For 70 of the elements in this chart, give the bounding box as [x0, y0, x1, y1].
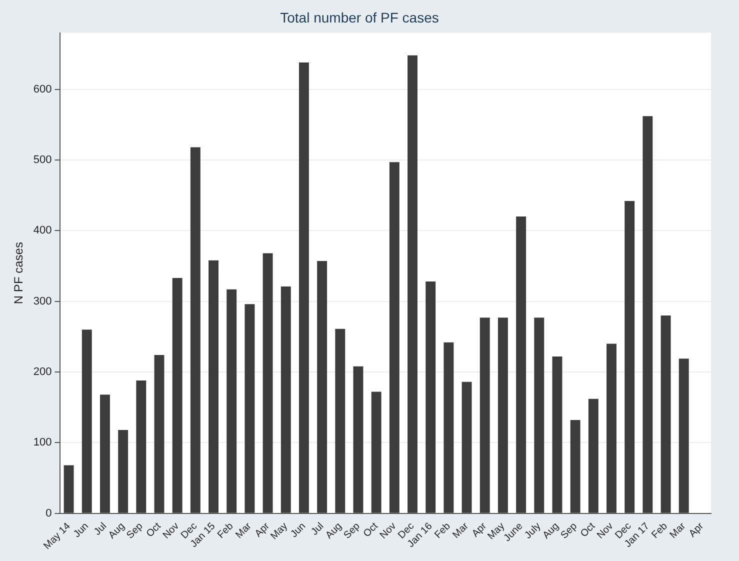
x-tick-label: Nov	[161, 520, 182, 542]
bar	[154, 355, 164, 513]
bar	[678, 358, 689, 513]
x-tick-label: Oct	[578, 520, 598, 540]
bar	[64, 465, 74, 513]
x-tick-label: Oct	[362, 520, 381, 540]
bar	[588, 398, 598, 513]
bar	[516, 216, 526, 513]
x-tick-label: Jul	[92, 520, 110, 538]
bar	[298, 62, 309, 513]
x-tick-label: Jul	[309, 520, 326, 538]
x-tick-label: Jun	[72, 520, 91, 540]
bar	[552, 356, 562, 513]
x-tick-label: Feb	[650, 520, 670, 541]
x-tick-label: May	[268, 520, 290, 542]
bar	[389, 162, 400, 513]
bar	[280, 286, 291, 513]
chart-title: Total number of PF cases	[280, 9, 439, 26]
bar	[208, 260, 218, 513]
x-tick-label: Mar	[668, 520, 688, 541]
bar	[462, 382, 472, 513]
y-tick-label: 500	[33, 154, 52, 166]
x-tick-label: Jun	[288, 520, 308, 540]
y-tick-label: 100	[33, 436, 52, 449]
x-tick-label: Aug	[106, 520, 128, 542]
bar	[371, 392, 382, 513]
x-tick-label: May 14	[42, 520, 74, 552]
y-tick-label: 400	[33, 224, 52, 237]
bar	[118, 430, 128, 513]
bar	[408, 55, 418, 513]
x-tick-label: Sep	[342, 520, 363, 542]
x-tick-label: Mar	[450, 520, 472, 541]
bar	[262, 253, 273, 513]
x-tick-label: Feb	[216, 520, 236, 541]
x-tick-label: Feb	[432, 520, 454, 541]
x-tick-label: July	[522, 520, 544, 542]
x-tick-label: Sep	[559, 520, 580, 542]
bar	[570, 420, 580, 513]
bar	[244, 304, 255, 513]
y-tick-label: 0	[46, 507, 52, 520]
bar	[480, 318, 490, 513]
bar	[172, 278, 182, 513]
bar	[624, 200, 635, 513]
bar	[498, 318, 508, 513]
x-tick-label: Oct	[144, 520, 164, 540]
x-tick-label: Nov	[595, 520, 616, 542]
x-tick-label: Nov	[378, 520, 398, 542]
bar	[426, 282, 436, 513]
bar	[136, 380, 146, 513]
x-tick-label: Aug	[324, 520, 344, 542]
x-tick-label: Aug	[540, 520, 562, 542]
bar	[353, 366, 364, 513]
bar	[317, 261, 328, 513]
bar	[335, 328, 346, 513]
bar	[660, 315, 671, 513]
y-tick-label: 600	[33, 83, 52, 96]
bar	[606, 344, 616, 513]
y-tick-label: 300	[33, 295, 52, 308]
bar	[444, 342, 454, 513]
bar	[100, 394, 110, 513]
x-tick-label: Sep	[124, 520, 146, 542]
x-tick-label: Mar	[234, 520, 254, 541]
y-axis-title: N PF cases	[12, 242, 26, 304]
y-tick-label: 200	[33, 366, 52, 378]
bar	[534, 318, 544, 513]
bar	[226, 289, 237, 513]
bar	[190, 147, 200, 513]
x-tick-label: Apr	[687, 520, 706, 540]
bar	[82, 330, 92, 513]
bar	[642, 116, 653, 513]
